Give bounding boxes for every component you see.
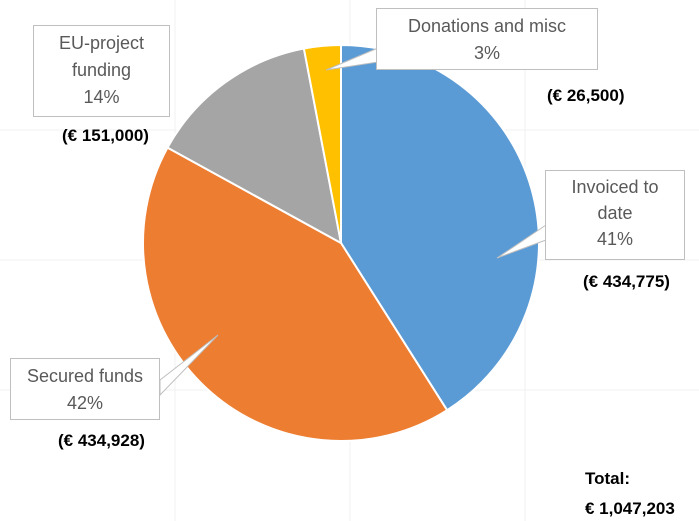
category-label: EU-project funding [58, 33, 145, 80]
label-box: EU-project funding 14% [33, 25, 170, 117]
pie-slice [142, 146, 449, 442]
amount-label: (€ 151,000) [62, 126, 149, 145]
value-label: 41% [596, 229, 634, 249]
value-label: 3% [473, 43, 500, 63]
label-box: Invoiced to date 41% [545, 170, 685, 260]
category-label: Donations and misc [407, 16, 567, 36]
label-box: Secured funds 42% [10, 358, 160, 420]
amount-label: (€ 26,500) [547, 86, 625, 105]
total-label: Total: [585, 469, 631, 488]
category-label: Invoiced to date [571, 177, 659, 223]
total-value: € 1,047,203 [585, 499, 675, 518]
value-label: 42% [66, 393, 104, 413]
pie [142, 43, 540, 442]
amount-label: (€ 434,928) [58, 431, 145, 450]
pie-slice [166, 47, 343, 245]
pie-slice [302, 43, 342, 244]
label-box: Donations and misc 3% [376, 8, 598, 70]
category-label: Secured funds [26, 366, 144, 386]
amount-label: (€ 434,775) [583, 272, 670, 291]
value-label: 14% [83, 87, 120, 107]
